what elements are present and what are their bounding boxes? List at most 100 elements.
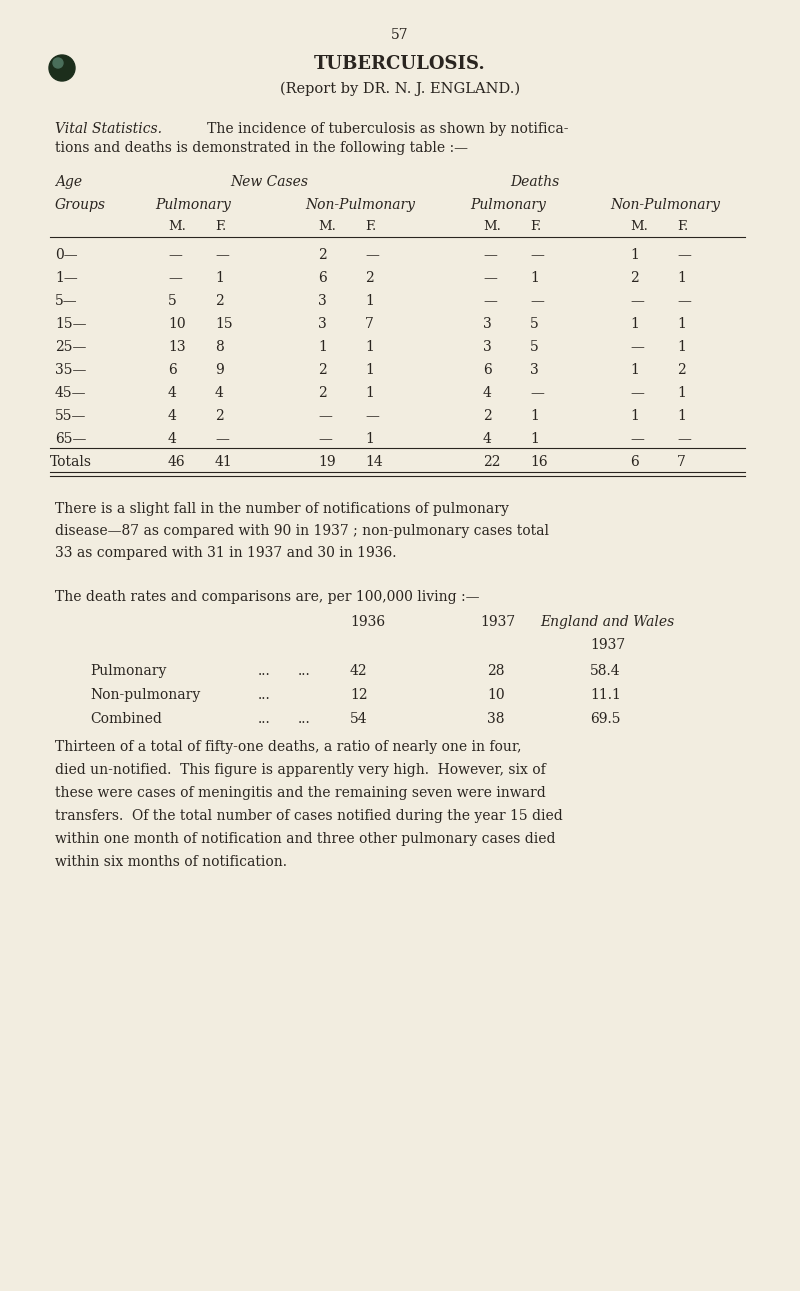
Text: 1: 1 [365,340,374,354]
Text: 1: 1 [365,432,374,445]
Text: Pulmonary: Pulmonary [470,198,546,212]
Text: F.: F. [215,219,226,232]
Text: 1936: 1936 [350,615,385,629]
Text: 2: 2 [630,271,638,285]
Text: 6: 6 [318,271,326,285]
Text: 2: 2 [318,248,326,262]
Text: Non-pulmonary: Non-pulmonary [90,688,200,702]
Text: within six months of notification.: within six months of notification. [55,855,287,869]
Text: 1: 1 [630,409,639,423]
Text: 2: 2 [365,271,374,285]
Text: ...: ... [298,713,310,726]
Text: 1: 1 [630,318,639,330]
Text: 41: 41 [215,454,233,469]
Text: 15: 15 [215,318,233,330]
Text: —: — [483,294,497,309]
Text: 1: 1 [677,271,686,285]
Text: 57: 57 [391,28,409,43]
Text: The death rates and comparisons are, per 100,000 living :—: The death rates and comparisons are, per… [55,590,479,604]
Text: New Cases: New Cases [230,176,308,188]
Text: 22: 22 [483,454,501,469]
Text: 1: 1 [365,386,374,400]
Text: 2: 2 [215,409,224,423]
Text: 2: 2 [318,363,326,377]
Text: 1: 1 [365,363,374,377]
Text: 4: 4 [168,432,177,445]
Text: 5: 5 [168,294,177,309]
Text: F.: F. [530,219,542,232]
Text: 5: 5 [530,318,538,330]
Text: 58.4: 58.4 [590,664,621,678]
Text: ...: ... [258,713,270,726]
Text: Age: Age [55,176,82,188]
Text: 0—: 0— [55,248,78,262]
Text: Groups: Groups [55,198,106,212]
Text: —: — [677,248,691,262]
Text: —: — [168,271,182,285]
Text: There is a slight fall in the number of notifications of pulmonary: There is a slight fall in the number of … [55,502,509,516]
Text: 19: 19 [318,454,336,469]
Circle shape [53,58,63,68]
Text: 25—: 25— [55,340,86,354]
Text: Thirteen of a total of fifty-one deaths, a ratio of nearly one in four,: Thirteen of a total of fifty-one deaths,… [55,740,522,754]
Text: —: — [530,294,544,309]
Text: 14: 14 [365,454,382,469]
Text: —: — [630,386,644,400]
Text: 2: 2 [215,294,224,309]
Text: 28: 28 [487,664,505,678]
Text: M.: M. [318,219,336,232]
Text: 1: 1 [677,340,686,354]
Text: Pulmonary: Pulmonary [155,198,231,212]
Text: 54: 54 [350,713,368,726]
Text: Non-Pulmonary: Non-Pulmonary [610,198,720,212]
Text: 7: 7 [677,454,686,469]
Text: 1: 1 [530,271,539,285]
Text: Non-Pulmonary: Non-Pulmonary [305,198,415,212]
Text: 16: 16 [530,454,548,469]
Text: —: — [168,248,182,262]
Text: 65—: 65— [55,432,86,445]
Text: 9: 9 [215,363,224,377]
Text: —: — [677,294,691,309]
Text: 3: 3 [318,318,326,330]
Text: 1: 1 [318,340,327,354]
Text: F.: F. [365,219,376,232]
Text: 1: 1 [215,271,224,285]
Text: ...: ... [258,664,270,678]
Text: Totals: Totals [50,454,92,469]
Text: ...: ... [298,664,310,678]
Text: —: — [215,432,229,445]
Text: died un-notified.  This figure is apparently very high.  However, six of: died un-notified. This figure is apparen… [55,763,546,777]
Text: F.: F. [677,219,688,232]
Text: 1: 1 [365,294,374,309]
Text: —: — [630,340,644,354]
Circle shape [49,56,75,81]
Text: —: — [318,432,332,445]
Text: Combined: Combined [90,713,162,726]
Text: 55—: 55— [55,409,86,423]
Text: The incidence of tuberculosis as shown by notifica-: The incidence of tuberculosis as shown b… [194,123,569,136]
Text: —: — [215,248,229,262]
Text: 3: 3 [483,318,492,330]
Text: 4: 4 [168,409,177,423]
Text: transfers.  Of the total number of cases notified during the year 15 died: transfers. Of the total number of cases … [55,809,562,822]
Text: —: — [483,271,497,285]
Text: —: — [630,432,644,445]
Text: 3: 3 [483,340,492,354]
Text: tions and deaths is demonstrated in the following table :—: tions and deaths is demonstrated in the … [55,141,468,155]
Text: Pulmonary: Pulmonary [90,664,166,678]
Text: England and Wales: England and Wales [540,615,674,629]
Text: 7: 7 [365,318,374,330]
Text: 10: 10 [168,318,186,330]
Text: 69.5: 69.5 [590,713,621,726]
Text: 35—: 35— [55,363,86,377]
Text: M.: M. [483,219,501,232]
Text: 12: 12 [350,688,368,702]
Text: 6: 6 [168,363,177,377]
Text: 2: 2 [318,386,326,400]
Text: 2: 2 [483,409,492,423]
Text: 1: 1 [630,363,639,377]
Text: 1937: 1937 [480,615,515,629]
Text: 46: 46 [168,454,186,469]
Text: 1: 1 [677,386,686,400]
